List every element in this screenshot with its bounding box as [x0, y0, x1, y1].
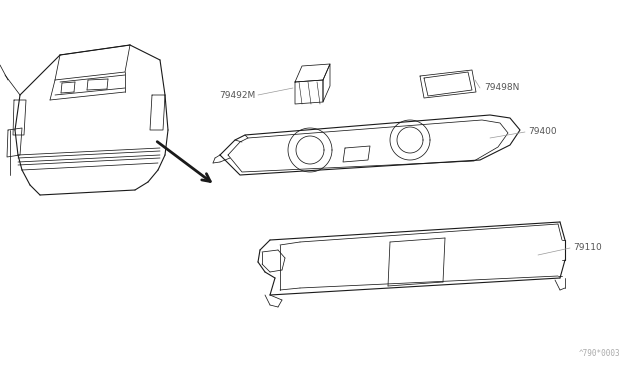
Text: 79400: 79400 [528, 128, 557, 137]
Text: 79498N: 79498N [484, 83, 520, 93]
Text: 79492M: 79492M [219, 90, 255, 99]
Text: ^790*0003: ^790*0003 [579, 349, 620, 358]
Text: 79110: 79110 [573, 244, 602, 253]
